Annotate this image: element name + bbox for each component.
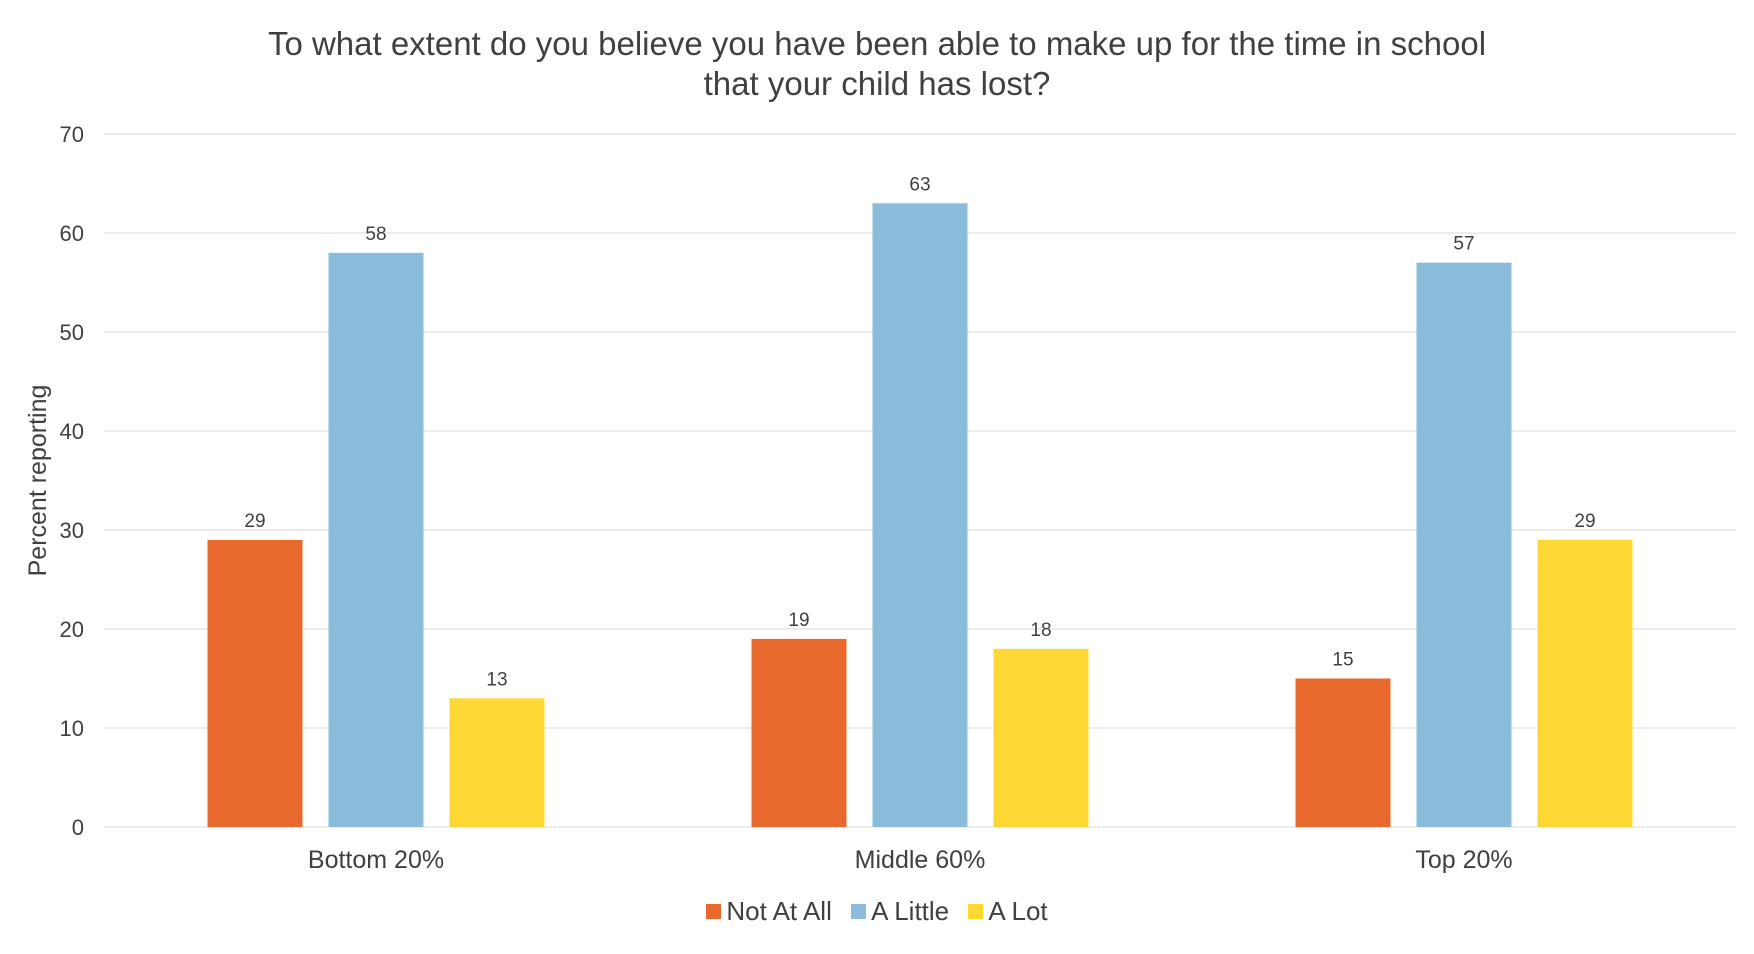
legend-swatch [851, 904, 867, 919]
bar [207, 539, 303, 827]
bars [207, 203, 1633, 828]
y-tick-label: 10 [60, 716, 84, 741]
legend-item-not-at-all: Not At All [706, 896, 832, 927]
legend-item-a-lot: A Lot [968, 896, 1048, 927]
legend-label: A Lot [988, 896, 1048, 926]
legend-label: A Little [871, 896, 950, 926]
data-label: 29 [1574, 511, 1595, 532]
chart-title-line-1: To what extent do you believe you have b… [267, 25, 1487, 62]
bar [751, 638, 847, 827]
data-label: 13 [486, 669, 507, 690]
bar [449, 698, 545, 827]
data-label: 15 [1332, 650, 1353, 671]
data-label: 58 [365, 224, 386, 245]
y-tick-label: 50 [60, 320, 84, 345]
legend-item-a-little: A Little [851, 896, 949, 927]
y-tick-label: 60 [60, 221, 84, 246]
x-tick-label: Bottom 20% [308, 846, 444, 874]
x-tick-label: Middle 60% [855, 846, 986, 874]
chart-title-line-2: that your child has lost? [703, 65, 1051, 102]
bar [1416, 262, 1512, 827]
y-tick-label: 30 [60, 518, 84, 543]
y-tick-label: 20 [60, 617, 84, 642]
data-label: 57 [1453, 234, 1474, 255]
bar [993, 648, 1089, 827]
legend-swatch [968, 904, 984, 919]
data-labels: 29 58 13 19 63 18 15 57 29 [244, 174, 1595, 690]
x-axis-ticks: Bottom 20% Middle 60% Top 20% [308, 846, 1513, 874]
y-tick-label: 0 [72, 815, 84, 840]
bar [1295, 678, 1391, 827]
chart-title: To what extent do you believe you have b… [0, 24, 1754, 104]
y-tick-label: 70 [60, 122, 84, 147]
y-tick-label: 40 [60, 419, 84, 444]
bar [1537, 539, 1633, 827]
legend-swatch [706, 904, 722, 919]
legend-label: Not At All [726, 896, 832, 926]
bar [328, 252, 424, 828]
x-tick-label: Top 20% [1415, 846, 1512, 874]
legend: Not At All A Little A Lot [0, 895, 1754, 927]
y-axis-ticks: 0 10 20 30 40 50 60 70 [60, 122, 84, 840]
data-label: 18 [1030, 620, 1051, 641]
y-axis-label: Percent reporting [24, 385, 52, 577]
data-label: 29 [244, 511, 265, 532]
data-label: 63 [909, 174, 930, 195]
bar [872, 203, 968, 828]
data-label: 19 [788, 610, 809, 631]
